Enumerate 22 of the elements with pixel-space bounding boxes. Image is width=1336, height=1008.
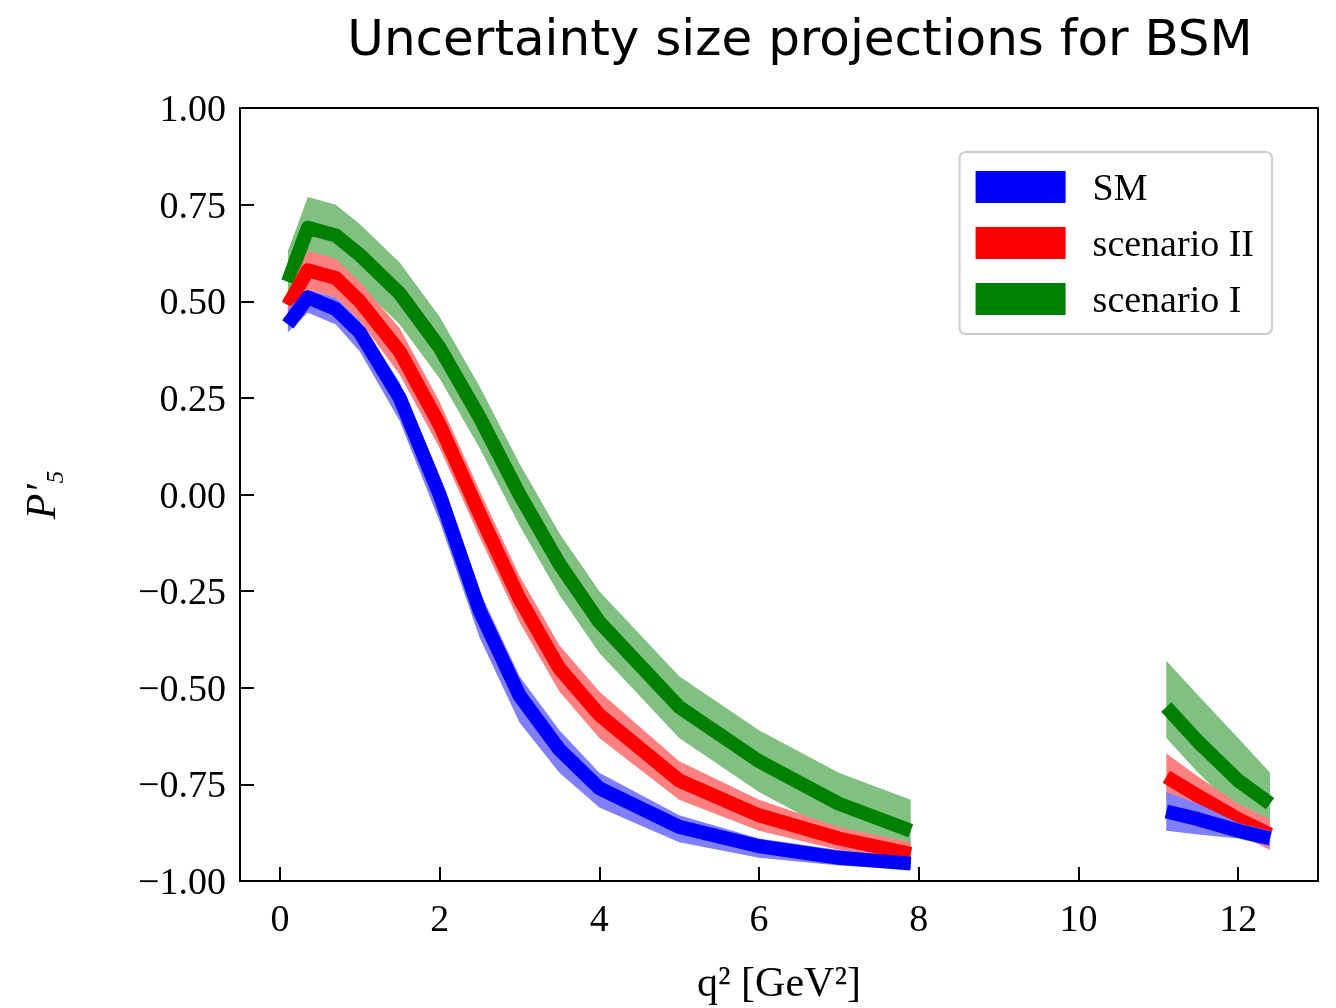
y-tick-label: −0.25 (138, 570, 226, 613)
x-tick-label: 8 (909, 897, 929, 939)
x-tick-label: 2 (430, 897, 450, 939)
y-tick-label: 0.50 (159, 280, 226, 323)
y-tick-label: 0.75 (159, 183, 226, 226)
y-axis-title: P′₅ (18, 469, 64, 521)
y-tick-label: −0.75 (138, 763, 226, 806)
x-axis-title: q² [GeV²] (697, 959, 861, 1005)
y-tick-label: 0.25 (159, 376, 226, 419)
legend-label: scenario I (1092, 278, 1242, 320)
chart-title: Uncertainty size projections for BSM (347, 9, 1253, 67)
x-tick-label: 0 (270, 897, 290, 939)
x-tick-label: 12 (1219, 897, 1258, 939)
x-tick-label: 6 (749, 897, 769, 939)
y-tick-label: 0.00 (159, 473, 226, 516)
y-tick-label: −0.50 (138, 666, 226, 709)
y-tick-label: 1.00 (159, 87, 226, 129)
x-tick-label: 10 (1059, 897, 1098, 939)
legend-label: scenario II (1092, 222, 1255, 264)
y-tick-label: −1.00 (138, 860, 226, 902)
x-tick-label: 4 (589, 897, 609, 939)
legend-label: SM (1092, 166, 1148, 208)
